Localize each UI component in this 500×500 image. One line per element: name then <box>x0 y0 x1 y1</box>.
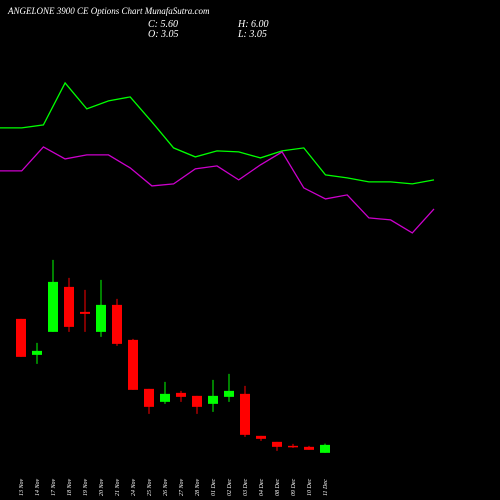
x-tick-label: 13 Nov <box>19 478 25 496</box>
x-tick-label: 11 Dec <box>323 479 329 496</box>
candle-body <box>208 395 218 404</box>
candle-body <box>304 446 314 450</box>
candle-body <box>128 339 138 390</box>
chart-title: ANGELONE 3900 CE Options Chart MunafaSut… <box>7 6 210 16</box>
line-series <box>0 146 435 234</box>
candle-body <box>192 395 202 407</box>
line-series <box>0 81 435 185</box>
x-tick-label: 17 Nov <box>51 478 57 496</box>
x-tick-label: 20 Nov <box>99 478 105 496</box>
x-tick-label: 25 Nov <box>147 478 153 496</box>
candle-body <box>240 393 250 435</box>
x-tick-label: 18 Nov <box>67 478 73 496</box>
stat: L: 3.05 <box>237 29 267 40</box>
x-tick-label: 03 Dec <box>243 479 249 496</box>
x-tick-label: 27 Nov <box>179 478 185 496</box>
candle-body <box>288 445 298 448</box>
candle-body <box>96 304 106 332</box>
x-tick-label: 01 Dec <box>211 479 217 496</box>
candle-body <box>48 281 58 332</box>
candle-body <box>32 350 42 355</box>
stat: O: 3.05 <box>148 29 179 40</box>
x-tick-label: 04 Dec <box>258 479 265 496</box>
candle-body <box>64 286 74 327</box>
x-tick-label: 02 Dec <box>227 479 233 496</box>
candle-body <box>176 392 186 397</box>
x-tick-label: 19 Nov <box>83 478 89 496</box>
x-tick-label: 09 Dec <box>291 479 297 496</box>
stat: C: 5.60 <box>148 19 178 30</box>
x-tick-label: 14 Nov <box>34 478 41 496</box>
candle-body <box>80 311 90 314</box>
candle-body <box>16 318 26 357</box>
x-tick-label: 28 Nov <box>195 478 201 496</box>
candle-body <box>320 444 330 453</box>
x-tick-label: 24 Nov <box>130 478 137 496</box>
stat: H: 6.00 <box>237 19 269 30</box>
x-tick-label: 08 Dec <box>275 479 281 496</box>
candle-body <box>272 441 282 447</box>
candle-body <box>224 390 234 397</box>
x-tick-label: 10 Dec <box>307 479 313 496</box>
candle-body <box>256 435 266 439</box>
x-tick-label: 21 Nov <box>115 478 121 496</box>
x-tick-label: 26 Nov <box>163 478 169 496</box>
candle-body <box>144 388 154 407</box>
candle-body <box>160 393 170 402</box>
candle-body <box>112 304 122 344</box>
